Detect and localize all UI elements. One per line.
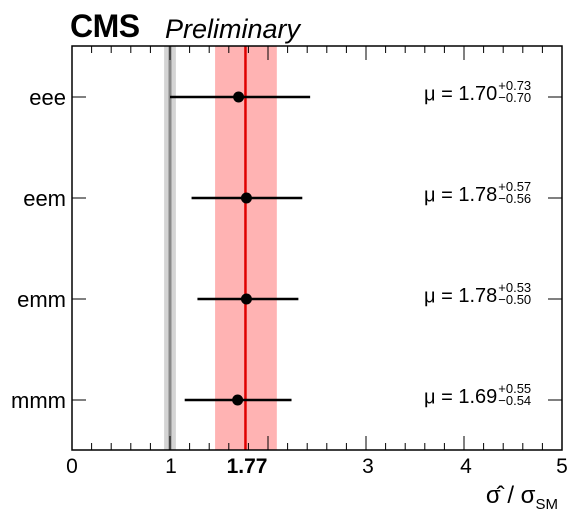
x-tick-label-combined: 1.77 xyxy=(226,455,268,478)
category-label-mmm: mmm xyxy=(11,388,66,413)
x-axis-label-main: σ̂ / σ xyxy=(485,482,536,509)
mu-errors: +0.55 −0.54 xyxy=(498,381,532,408)
mu-errors: +0.73 −0.70 xyxy=(498,78,532,105)
mu-value: 1.78 xyxy=(458,285,498,308)
mu-label-emm: μ = 1.78 +0.53 −0.50 xyxy=(424,280,532,309)
data-point-eem xyxy=(240,192,252,204)
x-tick-label-1: 1 xyxy=(165,455,177,478)
mu-err-up: +0.53 xyxy=(498,280,532,295)
mu-value: 1.78 xyxy=(458,184,498,207)
plot-frame xyxy=(71,45,563,451)
mu-err-up: +0.73 xyxy=(498,78,532,93)
category-label-eee: eee xyxy=(29,85,66,110)
mu-prefix: μ = xyxy=(424,386,459,409)
mu-err-up: +0.57 xyxy=(498,179,532,194)
mu-label-eee: μ = 1.70 +0.73 −0.70 xyxy=(424,78,532,107)
mu-prefix: μ = xyxy=(424,285,459,308)
data-point-eee xyxy=(233,91,245,103)
x-tick-label-5: 5 xyxy=(556,455,568,478)
mu-label-mmm: μ = 1.69 +0.55 −0.54 xyxy=(424,381,532,410)
mu-err-down: −0.70 xyxy=(498,90,532,105)
x-tick-label-0: 0 xyxy=(66,455,78,478)
status-label: Preliminary xyxy=(165,14,301,44)
x-axis-label-sub: SM xyxy=(535,495,559,513)
x-axis-label: σ̂ / σSM xyxy=(486,482,558,513)
category-label-emm: emm xyxy=(17,287,66,312)
mu-value: 1.69 xyxy=(458,386,498,409)
mu-value: 1.70 xyxy=(458,83,498,106)
mu-errors: +0.57 −0.56 xyxy=(498,179,532,206)
mu-prefix: μ = xyxy=(424,184,459,207)
mu-err-down: −0.56 xyxy=(498,191,532,206)
mu-err-down: −0.50 xyxy=(498,292,532,307)
mu-prefix: μ = xyxy=(424,83,459,106)
experiment-label: CMS xyxy=(70,8,140,44)
x-tick-label-3: 3 xyxy=(362,455,374,478)
x-tick-label-4: 4 xyxy=(460,455,472,478)
mu-err-up: +0.55 xyxy=(498,381,532,396)
mu-label-eem: μ = 1.78 +0.57 −0.56 xyxy=(424,179,532,208)
category-label-eem: eem xyxy=(23,186,66,211)
data-point-emm xyxy=(240,293,252,305)
data-point-mmm xyxy=(232,394,244,406)
mu-err-down: −0.54 xyxy=(498,393,532,408)
mu-errors: +0.53 −0.50 xyxy=(498,280,532,307)
